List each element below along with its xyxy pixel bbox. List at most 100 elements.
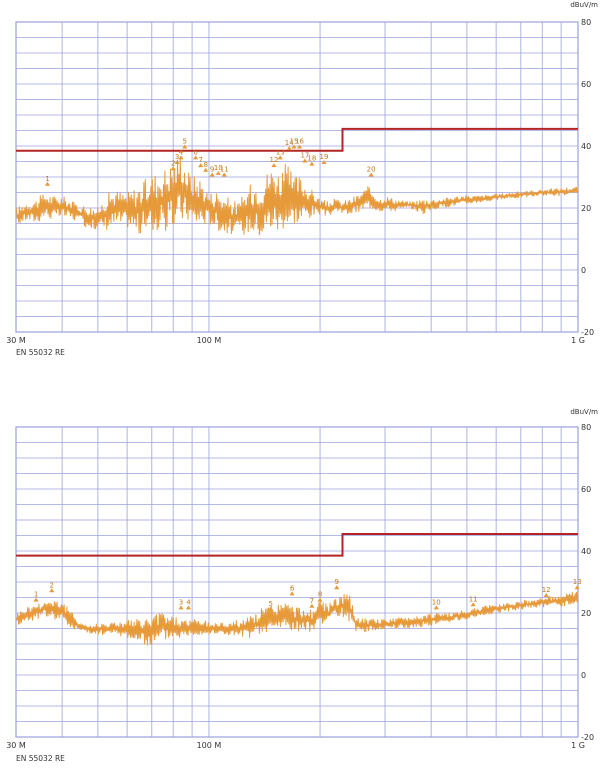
y-axis-unit-label: dBuV/m <box>570 408 598 416</box>
y-tick-label: 0 <box>581 671 586 680</box>
peak-marker-label: 11 <box>469 595 478 603</box>
peak-marker-label: 13 <box>276 148 285 156</box>
peak-marker <box>574 585 580 590</box>
peak-marker <box>321 160 327 165</box>
peak-marker-label: 11 <box>220 165 229 173</box>
peak-marker-label: 3 <box>179 598 183 606</box>
x-tick-label: 100 M <box>197 336 222 345</box>
peak-marker-label: 15 <box>290 138 299 146</box>
y-tick-label: 0 <box>581 266 586 275</box>
peak-marker <box>178 155 184 160</box>
peak-marker-label: 1 <box>45 175 49 183</box>
peak-marker <box>185 605 192 610</box>
peak-marker <box>309 161 315 166</box>
peak-marker-label: 14 <box>285 139 294 147</box>
peak-marker <box>291 144 297 149</box>
y-tick-label: 60 <box>581 485 591 494</box>
emission-trace <box>16 158 579 236</box>
peak-marker-label: 12 <box>542 586 551 594</box>
peak-marker <box>334 585 340 590</box>
x-tick-label: 1 G <box>571 741 585 750</box>
peak-marker-label: 2 <box>50 581 54 589</box>
peak-marker-label: 17 <box>300 152 309 160</box>
peak-marker-label: 6 <box>193 148 198 156</box>
peak-marker-label: 7 <box>310 597 314 605</box>
peak-marker-label: 16 <box>295 138 304 146</box>
y-tick-label: 20 <box>581 609 591 618</box>
peak-marker-label: 6 <box>290 584 295 592</box>
emission-trace <box>16 591 579 646</box>
peak-marker <box>192 155 199 160</box>
peak-marker <box>178 605 184 610</box>
standard-label: EN 55032 RE <box>16 348 65 357</box>
peak-marker-label: 10 <box>214 164 223 172</box>
peak-marker <box>182 144 188 149</box>
peak-marker <box>198 163 204 168</box>
peak-marker-label: 4 <box>186 598 191 606</box>
peak-marker <box>215 170 221 175</box>
peak-marker-label: 9 <box>335 578 339 586</box>
peak-marker <box>543 592 549 597</box>
peak-marker-label: 5 <box>268 600 272 608</box>
y-tick-label: 20 <box>581 204 591 213</box>
plot-frame <box>15 426 579 738</box>
grid <box>16 22 578 332</box>
peak-marker <box>296 144 303 149</box>
x-tick-label: 30 M <box>6 741 26 750</box>
y-tick-label: -20 <box>581 733 594 742</box>
chart-2: 80 60 40 20 0 -20 dBuV/m 30 M 100 M 1 G EN 55032 R… <box>6 408 598 763</box>
chart-1: 80 60 40 20 0 -20 dBuV/m 30 M 100 M 1 G EN 55032 R… <box>6 1 598 357</box>
y-tick-label: 80 <box>581 18 591 27</box>
peak-marker <box>44 181 51 186</box>
peak-marker-label: 1 <box>34 591 38 599</box>
peak-marker <box>309 603 315 608</box>
peak-marker <box>268 606 274 611</box>
peak-marker <box>170 166 176 171</box>
y-tick-label: 60 <box>581 80 591 89</box>
peak-marker-label: 8 <box>318 591 322 599</box>
peak-marker-label: 3 <box>175 153 179 161</box>
peak-marker-label: 20 <box>367 165 376 173</box>
x-tick-label: 30 M <box>6 336 26 345</box>
peak-marker <box>317 597 323 602</box>
grid <box>16 427 578 737</box>
standard-label: EN 55032 RE <box>16 754 65 763</box>
limit-line <box>16 127 578 152</box>
y-axis-unit-label: dBuV/m <box>570 1 598 9</box>
y-tick-label: 40 <box>581 547 591 556</box>
peak-marker <box>433 605 439 610</box>
x-tick-label: 100 M <box>197 741 222 750</box>
peak-marker-label: 8 <box>203 161 207 169</box>
peak-marker <box>174 160 180 165</box>
x-tick-label: 1 G <box>571 336 585 345</box>
peak-marker-label: 4 <box>179 148 184 156</box>
peak-marker <box>470 602 476 607</box>
peak-marker <box>302 158 308 163</box>
peak-marker <box>277 155 283 160</box>
peak-marker-label: 9 <box>210 165 214 173</box>
peak-marker-label: 2 <box>171 159 175 167</box>
peak-marker-label: 5 <box>183 138 187 146</box>
peak-marker <box>368 172 374 177</box>
y-tick-label: 80 <box>581 423 591 432</box>
peak-marker-label: 10 <box>432 598 441 606</box>
peak-marker <box>209 172 215 177</box>
peak-marker-label: 13 <box>573 578 582 586</box>
peak-marker <box>286 146 292 151</box>
peak-marker-label: 7 <box>199 156 203 164</box>
peak-marker <box>203 167 209 172</box>
peak-marker-label: 18 <box>307 155 316 163</box>
peak-marker <box>221 172 227 177</box>
plot-frame <box>15 21 579 333</box>
peak-marker <box>271 163 277 168</box>
y-tick-label: -20 <box>581 328 594 337</box>
y-tick-label: 40 <box>581 142 591 151</box>
peak-marker-label: 19 <box>320 153 329 161</box>
peak-marker <box>289 591 295 596</box>
peak-marker <box>33 597 39 602</box>
peak-marker <box>49 588 55 593</box>
